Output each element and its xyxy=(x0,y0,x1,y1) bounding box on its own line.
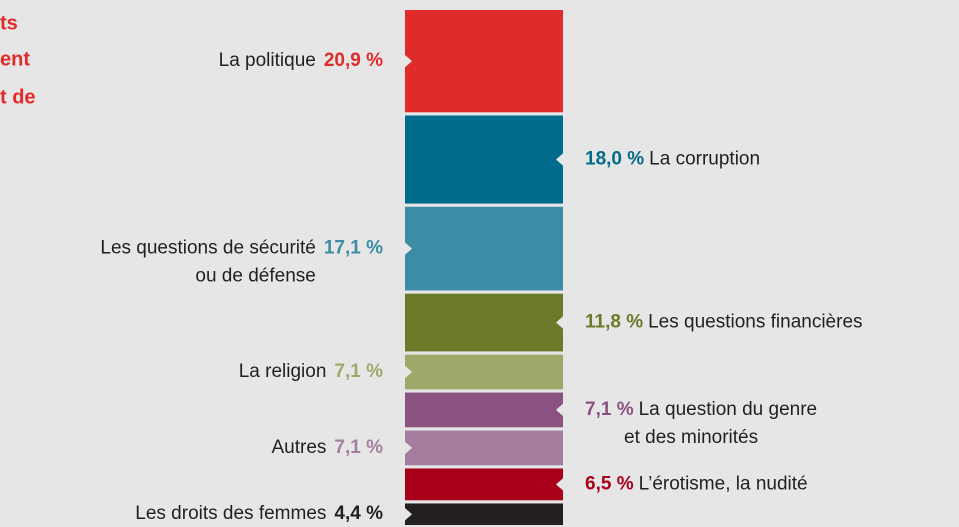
value-label: 4,4 % xyxy=(334,503,383,524)
notch xyxy=(556,152,564,167)
value-label: 18,0 % xyxy=(585,149,644,170)
title-line: ts xyxy=(0,12,18,34)
category-name: La corruption xyxy=(649,149,760,170)
category-name: Les questions financières xyxy=(648,312,862,333)
segment xyxy=(405,206,563,291)
segment-label: 7,1 % La question du genre xyxy=(585,399,817,420)
category-name: Les droits des femmes xyxy=(135,503,326,524)
value-label: 6,5 % xyxy=(585,473,634,494)
segment-label: 11,8 % Les questions financières xyxy=(585,312,863,333)
value-label: 7,1 % xyxy=(334,361,383,382)
segment-label: La politique 20,9 % xyxy=(219,50,383,71)
value-label: 11,8 % xyxy=(585,312,643,333)
notch xyxy=(404,364,412,379)
notch xyxy=(404,241,412,256)
category-name: ou de défense xyxy=(195,266,315,287)
notch xyxy=(556,315,564,330)
category-name: La question du genre xyxy=(639,399,818,420)
notch xyxy=(556,402,564,417)
notch xyxy=(404,507,412,522)
segment-label: Les droits des femmes 4,4 % xyxy=(135,503,383,524)
segment-label: 18,0 % La corruption xyxy=(585,149,760,170)
value-label: 7,1 % xyxy=(585,399,634,420)
segment-label: La religion 7,1 % xyxy=(239,361,383,382)
notch xyxy=(556,477,564,492)
segment xyxy=(405,468,563,501)
segment-label: Les questions de sécurité 17,1 % xyxy=(100,238,383,259)
segment xyxy=(405,354,563,390)
segment xyxy=(405,115,563,204)
category-name: Les questions de sécurité xyxy=(100,238,315,259)
notch xyxy=(404,54,412,69)
segment xyxy=(405,430,563,466)
segment-label: 6,5 % L’érotisme, la nudité xyxy=(585,473,808,494)
category-name: L’érotisme, la nudité xyxy=(639,473,808,494)
category-name: et des minorités xyxy=(624,427,758,448)
value-label: 17,1 % xyxy=(324,238,383,259)
category-name: La politique xyxy=(219,50,316,71)
segment xyxy=(405,293,563,352)
value-label: 7,1 % xyxy=(334,437,383,458)
category-name: La religion xyxy=(239,361,327,382)
category-name: Autres xyxy=(271,437,326,458)
segment xyxy=(405,10,563,113)
segment xyxy=(405,503,563,525)
title-line: ent xyxy=(0,48,30,70)
notch xyxy=(404,440,412,455)
segment-label: Autres 7,1 % xyxy=(271,437,383,458)
value-label: 20,9 % xyxy=(324,50,383,71)
title-line: t de xyxy=(0,86,36,108)
segment xyxy=(405,392,563,428)
